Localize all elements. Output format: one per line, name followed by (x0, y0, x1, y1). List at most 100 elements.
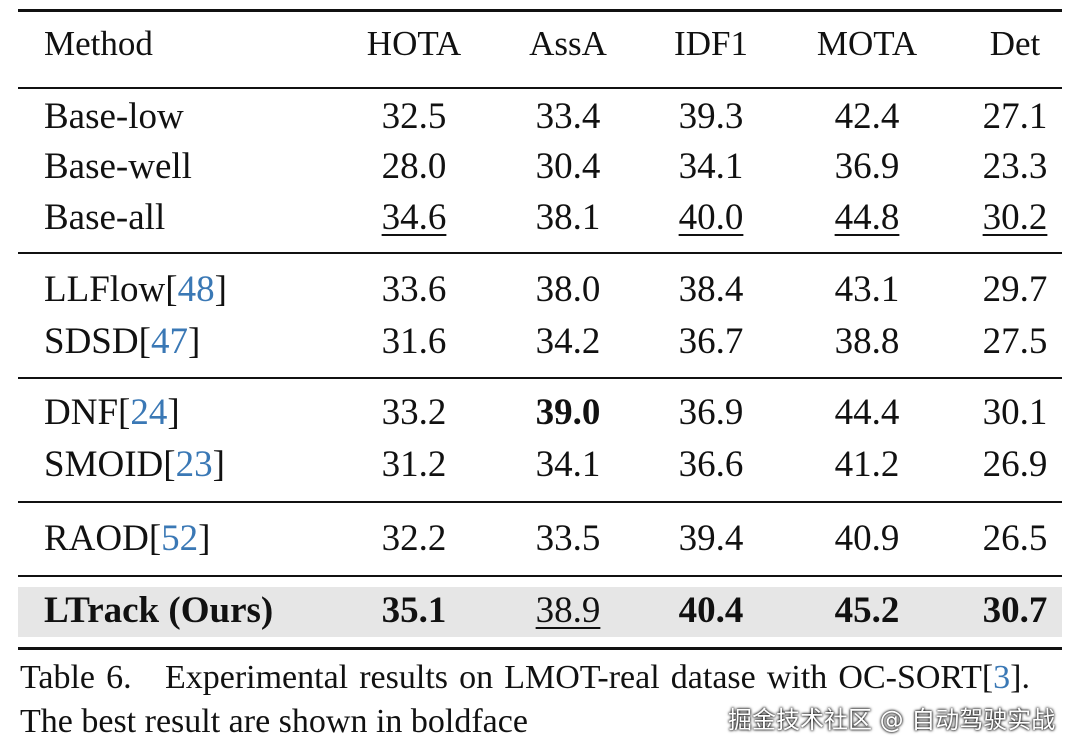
value-cell: 38.0 (535, 269, 601, 310)
value-cell: 33.4 (535, 96, 601, 137)
method-cell: SMOID[23] (44, 443, 225, 487)
citation: 24 (130, 392, 168, 433)
citation: ] (198, 518, 211, 559)
value-cell: 40.4 (678, 590, 744, 631)
citation: ] (167, 392, 180, 433)
value-cell: 30.4 (535, 146, 601, 187)
rule (18, 87, 1062, 89)
column-header: AssA (529, 24, 607, 63)
row-highlight (18, 587, 1062, 637)
citation: 23 (175, 444, 213, 485)
value-cell: 41.2 (834, 444, 900, 485)
rule (18, 377, 1062, 379)
column-header: IDF1 (674, 24, 748, 63)
value-cell: 34.6 (381, 197, 447, 238)
citation: ] (212, 444, 225, 485)
method-cell: LLFlow[48] (44, 268, 227, 312)
method-name: LTrack (Ours) (44, 590, 274, 631)
value-cell: 44.8 (834, 197, 900, 238)
value-cell: 30.2 (982, 197, 1048, 238)
method-cell: RAOD[52] (44, 517, 211, 561)
citation: [ (118, 392, 131, 433)
value-cell: 27.1 (982, 96, 1048, 137)
value-cell: 35.1 (381, 590, 447, 631)
citation: 48 (177, 269, 215, 310)
citation: ] (187, 321, 201, 362)
method-cell: SDSD[47] (44, 320, 200, 364)
rule (18, 252, 1062, 254)
cite-num: 3 (993, 659, 1011, 696)
value-cell: 43.1 (834, 269, 900, 310)
value-cell: 39.3 (678, 96, 744, 137)
method-name: Base-all (44, 197, 166, 238)
rule (18, 575, 1062, 577)
value-cell: 34.1 (678, 146, 744, 187)
method-cell: LTrack (Ours) (44, 589, 273, 633)
rule (18, 8, 1062, 12)
method-name: Base-well (44, 146, 192, 187)
value-cell: 36.6 (678, 444, 744, 485)
value-cell: 32.5 (381, 96, 447, 137)
method-name: SMOID (44, 444, 164, 485)
value-cell: 23.3 (982, 146, 1048, 187)
value-cell: 30.7 (982, 590, 1048, 631)
value-cell: 36.9 (678, 392, 744, 433)
citation: [ (148, 518, 162, 559)
value-cell: 45.2 (834, 590, 900, 631)
value-cell: 38.4 (678, 269, 744, 310)
column-header: HOTA (366, 24, 462, 63)
value-cell: 31.6 (381, 321, 447, 362)
value-cell: 26.9 (982, 444, 1048, 485)
caption: Table 6. Experimental results on LMOT-re… (20, 656, 1030, 744)
method-name: Base-low (44, 96, 184, 137)
caption-text: Experimental results on LMOT-real datase… (164, 659, 982, 696)
value-cell: 36.9 (834, 146, 900, 187)
value-cell: 27.5 (982, 321, 1048, 362)
method-name: LLFlow (44, 269, 166, 310)
caption-rest: . The best result are shown in boldface (20, 659, 1030, 740)
value-cell: 39.4 (678, 518, 744, 559)
column-header: MOTA (816, 24, 918, 63)
value-cell: 31.2 (381, 444, 447, 485)
method-name: DNF (44, 392, 119, 433)
citation: [ (138, 321, 151, 362)
value-cell: 34.1 (535, 444, 601, 485)
value-cell: 40.0 (678, 197, 744, 238)
method-cell: Base-well (44, 145, 192, 189)
value-cell: 44.4 (834, 392, 900, 433)
rule (18, 501, 1062, 503)
value-cell: 38.9 (535, 590, 601, 631)
value-cell: 28.0 (381, 146, 447, 187)
value-cell: 33.2 (381, 392, 447, 433)
value-cell: 38.8 (834, 321, 900, 362)
value-cell: 29.7 (982, 269, 1048, 310)
column-header: Det (989, 24, 1041, 63)
method-cell: DNF[24] (44, 391, 180, 435)
value-cell: 36.7 (678, 321, 744, 362)
caption-label: Table 6. (20, 659, 132, 696)
value-cell: 40.9 (834, 518, 900, 559)
value-cell: 34.2 (535, 321, 601, 362)
rule (18, 646, 1062, 650)
citation: ] (214, 269, 227, 310)
citation: [ (165, 269, 178, 310)
value-cell: 38.1 (535, 197, 601, 238)
method-cell: Base-all (44, 196, 165, 240)
value-cell: 42.4 (834, 96, 900, 137)
citation: 47 (150, 321, 188, 362)
cite-open: [ (981, 659, 994, 696)
value-cell: 30.1 (982, 392, 1048, 433)
column-header: Method (44, 24, 153, 63)
citation: 52 (161, 518, 199, 559)
method-cell: Base-low (44, 95, 184, 139)
value-cell: 39.0 (535, 392, 601, 433)
watermark: 掘金技术社区 @ 自动驾驶实战 (728, 706, 1056, 734)
value-cell: 32.2 (381, 518, 447, 559)
value-cell: 33.5 (535, 518, 601, 559)
citation: [ (163, 444, 176, 485)
cite-close: ] (1010, 659, 1022, 696)
value-cell: 26.5 (982, 518, 1048, 559)
method-name: SDSD (44, 321, 139, 362)
method-name: RAOD (44, 518, 149, 559)
